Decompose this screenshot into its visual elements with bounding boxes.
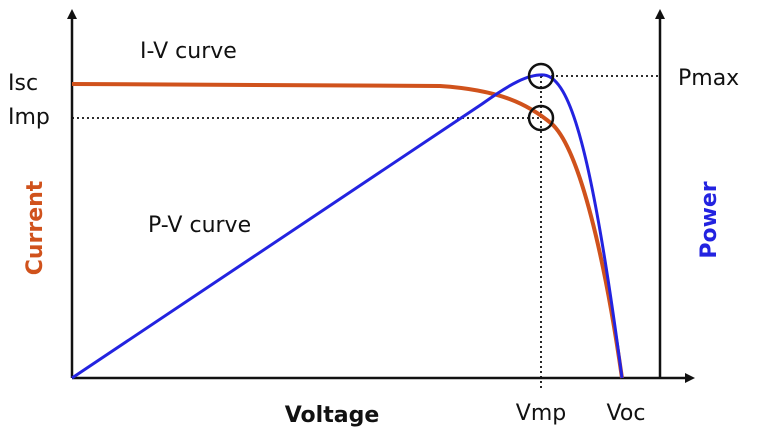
current-label: Current <box>23 180 48 275</box>
voc-label: Voc <box>607 401 646 426</box>
pv-curve-label: P-V curve <box>148 213 251 238</box>
imp-label: Imp <box>8 105 50 130</box>
isc-label: Isc <box>8 71 38 96</box>
iv-curve <box>71 82 624 379</box>
pmax-marker <box>527 62 555 90</box>
x-axis-label: Voltage <box>285 403 380 428</box>
vmp-label: Vmp <box>516 401 566 426</box>
imp-marker <box>527 104 555 132</box>
power-label: Power <box>697 181 722 258</box>
pmax-label: Pmax <box>678 66 739 91</box>
pv-curve <box>71 73 624 380</box>
iv-curve-label: I-V curve <box>140 39 237 64</box>
